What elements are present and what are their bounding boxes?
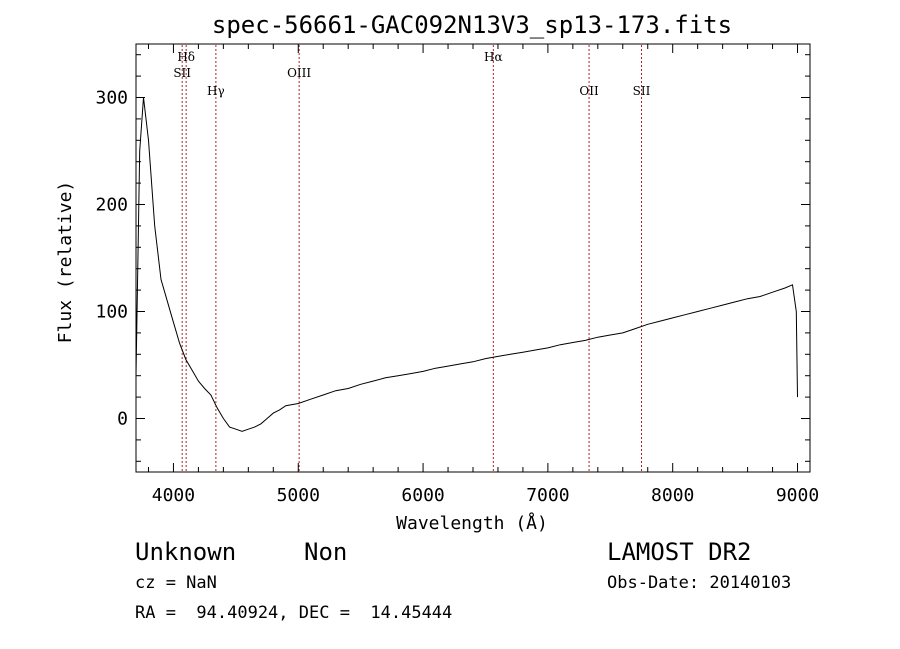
y-tick-label: 0: [117, 409, 128, 430]
emission-line-label: OIII: [287, 66, 311, 80]
y-tick-label: 100: [95, 302, 128, 323]
x-tick-label: 5000: [277, 485, 320, 506]
coordinates: RA = 94.40924, DEC = 14.45444: [135, 603, 453, 623]
x-tick-label: 6000: [401, 485, 444, 506]
emission-line-label: SII: [173, 66, 191, 80]
emission-line-label: Hα: [484, 50, 503, 64]
x-tick-label: 7000: [526, 485, 569, 506]
redshift-cz: cz = NaN: [135, 573, 217, 593]
survey-name: LAMOST DR2: [607, 538, 752, 566]
emission-line-label: Hγ: [207, 84, 225, 98]
chart-title: spec-56661-GAC092N13V3_sp13-173.fits: [212, 11, 732, 39]
emission-line-label: SII: [633, 84, 651, 98]
obs-date: Obs-Date: 20140103: [607, 573, 792, 593]
y-tick-label: 300: [95, 88, 128, 109]
object-subclass: Non: [304, 538, 348, 566]
plot-frame: [135, 43, 811, 473]
x-axis-label: Wavelength (Å): [396, 512, 548, 534]
x-tick-label: 4000: [152, 485, 195, 506]
spectrum-series: [135, 97, 798, 432]
x-tick-label: 8000: [651, 485, 694, 506]
x-tick-label: 9000: [776, 485, 819, 506]
y-axis-label: Flux (relative): [55, 181, 76, 344]
emission-line-label: OII: [579, 84, 599, 98]
object-class: Unknown: [135, 538, 237, 566]
y-tick-label: 200: [95, 195, 128, 216]
spectrum-line: [135, 97, 798, 432]
emission-line-markers: Hδ SII Hγ OIII Hα OII SII: [173, 45, 651, 472]
emission-line-label: Hδ: [177, 50, 195, 64]
axes: 4000 5000 6000 7000 8000 9000 0 100 200 300: [95, 43, 819, 506]
